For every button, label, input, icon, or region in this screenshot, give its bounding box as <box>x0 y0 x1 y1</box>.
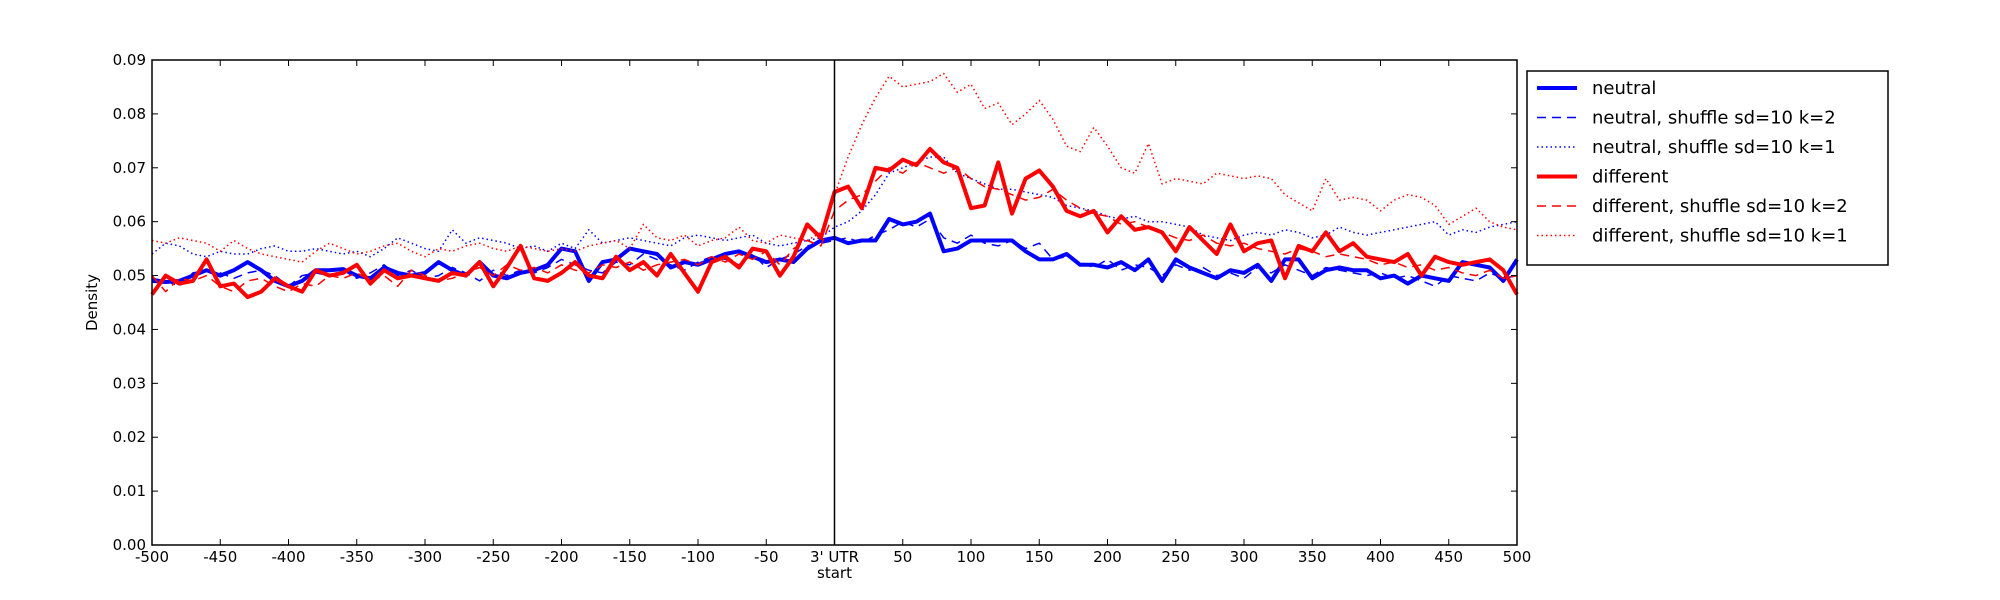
x-tick-label: 150 <box>1025 548 1054 566</box>
x-tick-label-line: 150 <box>1025 548 1054 566</box>
x-tick-label-line: -350 <box>340 548 374 566</box>
legend-label: neutral, shuffle sd=10 k=2 <box>1592 108 1836 129</box>
x-tick-label: -200 <box>544 548 578 566</box>
x-tick-label-line: 200 <box>1093 548 1122 566</box>
x-tick-label: 250 <box>1161 548 1190 566</box>
y-tick-label: 0.06 <box>113 213 146 231</box>
legend-label: neutral <box>1592 78 1656 99</box>
y-tick-label: 0.03 <box>113 374 146 392</box>
x-tick-label-line: -400 <box>271 548 305 566</box>
x-tick-label-line: 3' UTR <box>810 548 859 566</box>
x-tick-label: -350 <box>340 548 374 566</box>
y-tick-label: 0.01 <box>113 482 146 500</box>
x-tick-label-line: 100 <box>957 548 986 566</box>
x-tick-label-line: 50 <box>893 548 912 566</box>
axis-ticks: -500 -450 -400 -350 -300 -250 -200 -150 -100 -50 3… <box>113 51 1532 582</box>
x-tick-label-line: 500 <box>1503 548 1532 566</box>
x-tick-label-line: -150 <box>613 548 647 566</box>
x-tick-label-line: 350 <box>1298 548 1327 566</box>
x-tick-label: 100 <box>957 548 986 566</box>
y-tick-label: 0.08 <box>113 105 146 123</box>
x-tick-label-line: 300 <box>1230 548 1259 566</box>
x-tick-label: -450 <box>203 548 237 566</box>
y-tick-label: 0.09 <box>113 51 146 69</box>
legend-label: different <box>1592 167 1668 188</box>
x-tick-label-line: -50 <box>754 548 779 566</box>
x-tick-label: -150 <box>613 548 647 566</box>
y-tick-label: 0.07 <box>113 159 146 177</box>
y-tick-label: 0.02 <box>113 428 146 446</box>
x-tick-label: 400 <box>1366 548 1395 566</box>
x-tick-label: 350 <box>1298 548 1327 566</box>
x-tick-label-line: -250 <box>476 548 510 566</box>
y-tick-label: 0.00 <box>113 536 146 554</box>
y-axis-label: Density <box>83 274 101 331</box>
legend-label: different, shuffle sd=10 k=1 <box>1592 226 1848 247</box>
x-tick-label: 50 <box>893 548 912 566</box>
x-tick-label: -300 <box>408 548 442 566</box>
legend-label: different, shuffle sd=10 k=2 <box>1592 196 1848 217</box>
x-tick-label-line: 400 <box>1366 548 1395 566</box>
x-tick-label: 450 <box>1434 548 1463 566</box>
x-tick-label-line: -500 <box>135 548 169 566</box>
x-tick-label: -100 <box>681 548 715 566</box>
y-tick-label: 0.04 <box>113 320 146 338</box>
x-tick-label-line: -300 <box>408 548 442 566</box>
series-line-6 <box>151 72 1518 263</box>
x-tick-label-line: start <box>817 564 852 582</box>
x-tick-label: -500 <box>135 548 169 566</box>
x-tick-label: 200 <box>1093 548 1122 566</box>
x-tick-label-line: 450 <box>1434 548 1463 566</box>
legend-box <box>1526 70 1889 266</box>
x-tick-label: -50 <box>754 548 779 566</box>
legend-label: neutral, shuffle sd=10 k=1 <box>1592 137 1836 158</box>
y-tick-label: 0.05 <box>113 267 146 285</box>
x-tick-label-line: -200 <box>544 548 578 566</box>
x-tick-label: 3' UTR start <box>810 548 859 582</box>
x-tick-label: -400 <box>271 548 305 566</box>
legend: neutral neutral, shuffle sd=10 k=2 neutral… <box>1526 70 1889 266</box>
x-tick-label: -250 <box>476 548 510 566</box>
x-tick-label: 300 <box>1230 548 1259 566</box>
x-tick-label-line: -450 <box>203 548 237 566</box>
x-tick-label: 500 <box>1503 548 1532 566</box>
x-tick-label-line: 250 <box>1161 548 1190 566</box>
x-tick-label-line: -100 <box>681 548 715 566</box>
